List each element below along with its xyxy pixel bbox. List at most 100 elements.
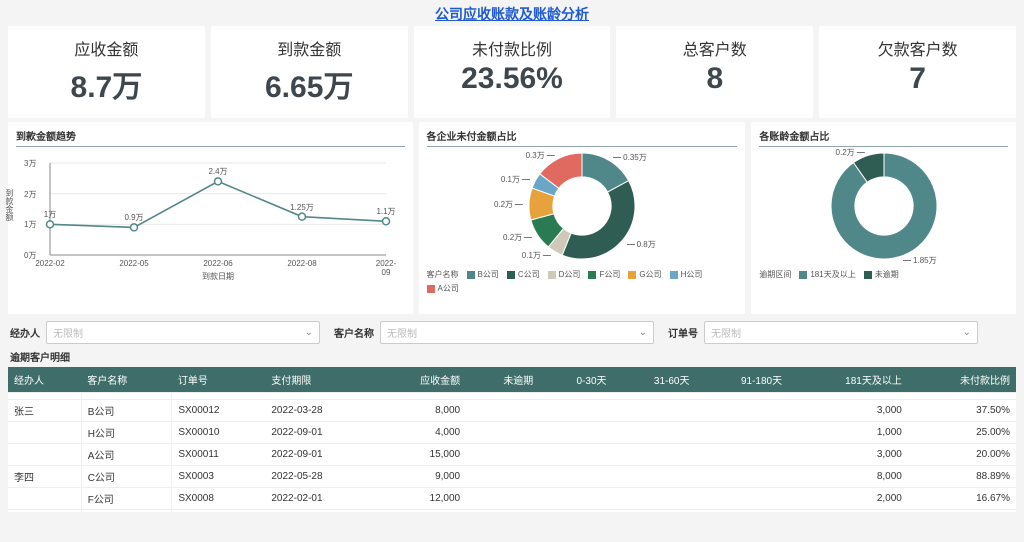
filter-customer: 客户名称 无限制 ⌄ [334, 321, 654, 344]
y-tick-label: 1万 [24, 219, 36, 230]
table-row[interactable]: 张三B公司SX000122022-03-288,0003,00037.50% [8, 400, 1016, 422]
table-cell [695, 444, 788, 466]
table-cell [613, 466, 696, 488]
select-placeholder: 无限制 [711, 325, 741, 340]
filter-order-select[interactable]: 无限制 ⌄ [704, 321, 978, 344]
point-label: 1.25万 [290, 202, 314, 213]
line-chart: 0万1万2万3万1万0.9万2.4万1.25万1.1万2022-022022-0… [20, 151, 400, 281]
slice-label: 0.3万 [526, 150, 555, 161]
table-header-row: 经办人客户名称订单号支付期限应收金额未逾期0-30天31-60天91-180天1… [8, 367, 1016, 393]
legend-item[interactable]: H公司 [670, 269, 703, 280]
legend-swatch [628, 271, 636, 279]
table-cell: H公司 [81, 422, 172, 444]
x-tick-label: 2022-06 [203, 259, 232, 268]
filter-label: 订单号 [668, 325, 698, 340]
table-cell: SX00011 [172, 444, 266, 466]
legend-swatch [588, 271, 596, 279]
panel-title: 各账龄金额占比 [759, 128, 1008, 143]
kpi-label: 应收金额 [8, 36, 205, 60]
legend-swatch [548, 271, 556, 279]
slice-label: 0.1万 [522, 250, 551, 261]
legend-item[interactable]: C公司 [507, 269, 540, 280]
donut-svg [527, 151, 637, 261]
table-row[interactable]: A公司SX000112022-09-0115,0003,00020.00% [8, 444, 1016, 466]
legend-item[interactable]: D公司 [548, 269, 581, 280]
table-cell: 2022-02-01 [265, 488, 375, 510]
table-cell: SX00010 [172, 422, 266, 444]
panel-title: 到款金额趋势 [16, 128, 405, 143]
legend-item[interactable]: G公司 [628, 269, 661, 280]
table-header-cell[interactable]: 支付期限 [265, 367, 375, 393]
table-cell: 王五 [8, 510, 81, 513]
kpi-value: 8.7万 [8, 62, 205, 106]
table-header-cell[interactable]: 应收金额 [375, 367, 466, 393]
filter-agent-select[interactable]: 无限制 ⌄ [46, 321, 320, 344]
legend-item[interactable]: B公司 [467, 269, 499, 280]
detail-table: 经办人客户名称订单号支付期限应收金额未逾期0-30天31-60天91-180天1… [8, 367, 1016, 512]
table-cell: 2022-05-28 [265, 466, 375, 488]
table-row[interactable]: 李四C公司SX00032022-05-289,0008,00088.89% [8, 466, 1016, 488]
table-header-cell[interactable]: 31-60天 [613, 367, 696, 393]
dashboard-root: 公司应收账款及账龄分析 应收金额8.7万到款金额6.65万未付款比例23.56%… [0, 0, 1024, 542]
slice-label: 0.35万 [613, 152, 647, 163]
table-header-cell[interactable]: 未付款比例 [908, 367, 1016, 393]
table-cell: 4,000 [375, 422, 466, 444]
legend-text: A公司 [438, 283, 459, 294]
table-cell [8, 444, 81, 466]
panel-title: 各企业未付金额占比 [427, 128, 738, 143]
table-cell [466, 510, 539, 513]
table-cell: 张三 [8, 400, 81, 422]
charts-row: 到款金额趋势 0万1万2万3万1万0.9万2.4万1.25万1.1万2022-0… [0, 122, 1024, 318]
kpi-label: 总客户数 [616, 36, 813, 60]
chevron-down-icon: ⌄ [305, 327, 313, 338]
table-header-cell[interactable]: 客户名称 [81, 367, 172, 393]
table-cell [539, 510, 612, 513]
table-cell: 8,000 [788, 466, 908, 488]
table-cell [613, 488, 696, 510]
legend-swatch [427, 285, 435, 293]
table-header-cell[interactable]: 订单号 [172, 367, 266, 393]
table-header-cell[interactable]: 91-180天 [695, 367, 788, 393]
table-row [8, 393, 1016, 400]
panel-divider [759, 146, 1008, 147]
y-tick-label: 3万 [24, 158, 36, 169]
x-tick-label: 2022-02 [35, 259, 64, 268]
table-row[interactable]: 王五D公司SX00042022-04-2810,0001,00010.00% [8, 510, 1016, 513]
table-header-cell[interactable]: 未逾期 [466, 367, 539, 393]
table-cell: 12,000 [375, 488, 466, 510]
filter-customer-select[interactable]: 无限制 ⌄ [380, 321, 654, 344]
table-cell: 1,000 [788, 510, 908, 513]
table-row[interactable]: F公司SX00082022-02-0112,0002,00016.67% [8, 488, 1016, 510]
legend-text: 181天及以上 [810, 269, 855, 280]
filters-row: 经办人 无限制 ⌄ 客户名称 无限制 ⌄ 订单号 无限制 ⌄ [0, 318, 1024, 349]
table-cell [466, 488, 539, 510]
table-header-cell[interactable]: 181天及以上 [788, 367, 908, 393]
table-cell: 2022-09-01 [265, 444, 375, 466]
table-cell: 10,000 [375, 510, 466, 513]
donut-svg [829, 151, 939, 261]
title-link[interactable]: 公司应收账款及账龄分析 [435, 6, 589, 22]
donut-company: 0.35万0.8万0.1万0.2万0.2万0.1万0.3万 [427, 151, 738, 269]
slice-label: 1.85万 [903, 255, 937, 266]
legend-item[interactable]: A公司 [427, 283, 459, 294]
table-wrap[interactable]: 经办人客户名称订单号支付期限应收金额未逾期0-30天31-60天91-180天1… [8, 367, 1016, 512]
table-cell: 37.50% [908, 400, 1016, 422]
legend-item[interactable]: F公司 [588, 269, 620, 280]
filter-label: 经办人 [10, 325, 40, 340]
table-cell: C公司 [81, 466, 172, 488]
legend-company: 客户名称B公司C公司D公司F公司G公司H公司A公司 [427, 269, 738, 294]
kpi-value: 6.65万 [211, 62, 408, 106]
table-cell [539, 400, 612, 422]
panel-donut-age: 各账龄金额占比 1.85万0.2万 逾期区间181天及以上未逾期 [751, 122, 1016, 314]
table-row[interactable]: H公司SX000102022-09-014,0001,00025.00% [8, 422, 1016, 444]
table-cell: 15,000 [375, 444, 466, 466]
legend-item[interactable]: 181天及以上 [799, 269, 855, 280]
table-cell: 1,000 [788, 422, 908, 444]
table-header-cell[interactable]: 0-30天 [539, 367, 612, 393]
table-cell: 3,000 [788, 444, 908, 466]
table-cell [466, 444, 539, 466]
legend-item[interactable]: 未逾期 [864, 269, 899, 280]
table-cell [695, 488, 788, 510]
table-header-cell[interactable]: 经办人 [8, 367, 81, 393]
table-cell: SX0004 [172, 510, 266, 513]
